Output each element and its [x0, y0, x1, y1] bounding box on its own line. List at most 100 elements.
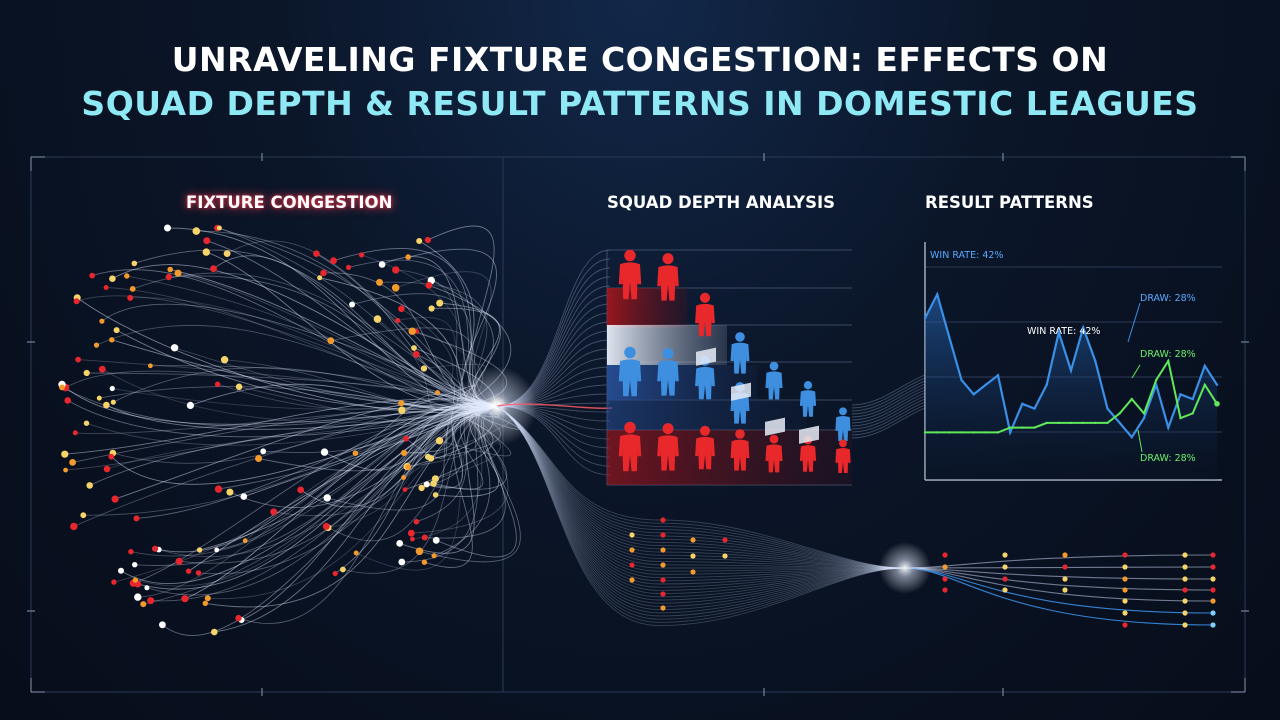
draw-point — [1033, 426, 1036, 429]
fixture-node — [98, 365, 106, 373]
draw-point — [960, 431, 963, 434]
fixture-node — [152, 545, 159, 552]
output-node — [1002, 576, 1008, 582]
output-node — [1062, 564, 1068, 570]
fixture-node — [204, 595, 211, 602]
fixture-node — [61, 450, 69, 458]
draw-point — [1094, 421, 1097, 425]
flow-line-squad — [496, 405, 611, 422]
win-rate-point — [1094, 359, 1097, 363]
flow-line-squad — [496, 330, 611, 407]
fixture-node — [410, 536, 415, 542]
output-node — [1122, 598, 1128, 604]
fixture-node — [405, 464, 412, 470]
network-link — [130, 404, 498, 557]
draw-point — [948, 431, 951, 434]
flow-line-squad — [496, 276, 611, 407]
fixture-node — [432, 536, 440, 544]
fixture-node — [186, 401, 194, 409]
fixture-node — [401, 475, 407, 480]
fixture-node — [425, 281, 433, 289]
win-rate-point — [1167, 426, 1170, 429]
win-rate-point — [1203, 364, 1207, 367]
output-node — [1182, 587, 1188, 593]
win-rate-point — [1009, 431, 1012, 434]
fixture-node — [111, 495, 119, 503]
win-rate-point — [1142, 416, 1146, 420]
fixture-node — [133, 515, 140, 522]
network-link — [205, 405, 498, 608]
draw-point — [1179, 416, 1182, 420]
flow-line-lower — [496, 405, 906, 569]
draw-point — [1214, 401, 1220, 407]
flow-line-lower — [496, 405, 906, 572]
network-link — [137, 404, 498, 598]
fixture-node — [396, 540, 404, 547]
network-link — [133, 403, 498, 584]
draw-point — [923, 431, 927, 434]
output-node — [1182, 610, 1188, 616]
output-node — [1122, 576, 1128, 582]
fixture-node — [398, 406, 406, 414]
fixture-node — [59, 384, 65, 391]
squad-depth-graphic — [606, 249, 852, 486]
fixture-node — [330, 257, 337, 265]
fixture-node — [424, 453, 431, 460]
flow-line-lower — [496, 405, 906, 582]
depth-tile — [731, 382, 751, 401]
panel-label-fixture-congestion: FIXTURE CONGESTION — [186, 193, 393, 212]
flow-line-lower — [496, 405, 906, 607]
fixture-node — [373, 315, 382, 323]
fixture-node — [69, 459, 76, 466]
fixture-node — [63, 467, 68, 473]
output-node — [1182, 564, 1188, 570]
flow-line-lower — [496, 405, 906, 569]
fixture-node — [140, 601, 147, 608]
lower-stream-nodes — [629, 517, 1216, 628]
panel-label-result-patterns: RESULT PATTERNS — [925, 193, 1094, 212]
flow-line-highlight — [496, 403, 613, 409]
output-node — [1002, 587, 1008, 593]
flow-line-chart — [851, 380, 926, 412]
network-link — [89, 405, 498, 486]
flow-line-lower — [496, 405, 906, 569]
flow-line-squad — [496, 249, 611, 407]
fixture-node — [80, 512, 87, 519]
fixture-node — [216, 225, 222, 231]
annotation-win-rate-mid: WIN RATE: 42% — [1027, 326, 1100, 337]
flow-line-squad — [496, 258, 611, 407]
draw-point — [1009, 426, 1012, 429]
fixture-node — [430, 480, 437, 487]
fixture-node — [431, 553, 437, 559]
win-rate-point — [1106, 407, 1109, 410]
fixture-node — [103, 465, 111, 473]
fixture-node — [416, 238, 423, 244]
fixture-node — [435, 437, 444, 445]
flow-line-output — [904, 566, 1214, 569]
output-node — [1210, 622, 1216, 628]
fixture-node — [202, 248, 210, 256]
output-node — [1002, 564, 1008, 570]
flow-line-chart — [851, 383, 926, 415]
fixture-node — [392, 266, 400, 274]
flow-line-output — [904, 554, 1214, 569]
draw-callout-leader-2 — [1131, 364, 1141, 379]
lower-convergence-glow — [879, 542, 931, 594]
fixture-node — [109, 337, 115, 343]
fixture-node — [421, 534, 428, 541]
fixture-node — [255, 455, 263, 462]
fixture-node — [423, 481, 430, 488]
draw-point — [1021, 426, 1024, 429]
players — [618, 249, 851, 474]
fixture-node — [124, 273, 130, 279]
flow-line-lower — [496, 405, 906, 569]
annotation-draw-mid: DRAW: 28% — [1140, 349, 1196, 360]
draw-point — [1045, 421, 1048, 425]
network-link — [143, 405, 498, 605]
fixture-node — [170, 344, 179, 352]
output-node — [1182, 552, 1188, 558]
fixture-node — [148, 363, 153, 369]
lower-node — [690, 569, 696, 575]
lower-node — [722, 553, 728, 559]
network-link — [162, 405, 498, 636]
